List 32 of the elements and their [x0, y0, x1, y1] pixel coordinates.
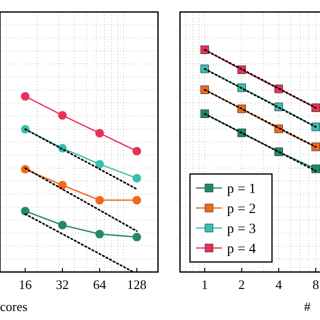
point [58, 110, 67, 120]
point [58, 180, 67, 190]
x-tick-label: 32 [56, 277, 69, 292]
point [95, 196, 104, 204]
point [58, 220, 67, 230]
legend-label: p = 3 [227, 222, 256, 237]
x-tick-label: 4 [275, 277, 282, 292]
legend-label: p = 2 [227, 202, 256, 217]
point [95, 128, 104, 138]
x-tick-label: 1 [201, 277, 208, 292]
point [20, 92, 30, 101]
point [20, 124, 30, 134]
point [132, 174, 142, 182]
point [200, 110, 209, 118]
point [20, 206, 30, 216]
point [200, 64, 209, 74]
x-axis-title: cores [0, 299, 28, 314]
point [95, 230, 104, 238]
point [132, 196, 142, 204]
x-tick-label: 2 [238, 277, 245, 292]
x-tick-label: 128 [127, 277, 147, 292]
x-tick-label: 64 [93, 277, 107, 292]
x-tick-label: 16 [18, 277, 32, 292]
point [132, 232, 142, 242]
point [200, 86, 209, 94]
legend-label: p = 1 [227, 182, 256, 197]
x-tick-label: 8 [312, 277, 319, 292]
point [200, 46, 209, 54]
legend-label: p = 4 [227, 242, 256, 257]
point [95, 160, 104, 168]
x-axis-title: # [304, 299, 311, 314]
point [132, 146, 142, 156]
